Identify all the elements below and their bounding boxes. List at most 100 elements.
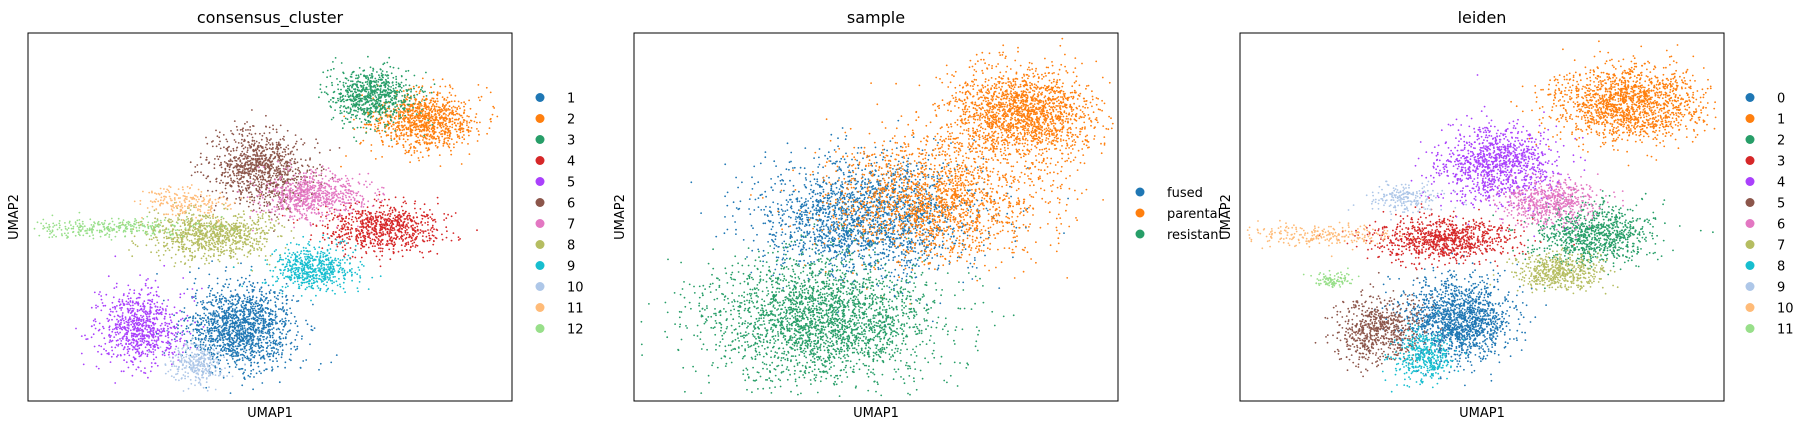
point bbox=[285, 319, 287, 322]
point bbox=[245, 344, 248, 347]
point bbox=[266, 352, 269, 355]
point bbox=[416, 216, 419, 219]
point bbox=[310, 328, 313, 331]
point bbox=[284, 366, 286, 369]
point bbox=[390, 135, 392, 137]
point bbox=[212, 313, 215, 316]
point bbox=[334, 101, 337, 104]
point bbox=[231, 353, 234, 355]
point bbox=[114, 308, 117, 310]
point bbox=[196, 320, 199, 323]
point bbox=[249, 335, 252, 338]
point bbox=[263, 295, 265, 298]
point bbox=[145, 319, 148, 322]
point bbox=[215, 322, 217, 325]
point bbox=[216, 282, 219, 285]
point bbox=[435, 237, 438, 240]
point bbox=[450, 239, 453, 242]
point bbox=[386, 239, 389, 242]
point bbox=[368, 213, 371, 215]
point bbox=[241, 302, 244, 304]
point bbox=[383, 211, 385, 213]
point bbox=[252, 329, 255, 331]
point bbox=[448, 133, 451, 136]
point bbox=[264, 331, 267, 334]
point bbox=[251, 332, 254, 335]
point bbox=[294, 348, 297, 351]
point bbox=[179, 332, 182, 335]
point bbox=[135, 368, 138, 371]
point bbox=[469, 107, 472, 110]
point bbox=[400, 235, 403, 238]
point bbox=[127, 345, 129, 348]
point bbox=[414, 200, 417, 203]
point bbox=[297, 300, 300, 302]
point bbox=[117, 320, 120, 322]
point bbox=[127, 350, 130, 353]
point bbox=[127, 324, 130, 327]
point bbox=[414, 123, 417, 126]
point bbox=[407, 118, 409, 121]
point bbox=[181, 310, 183, 313]
point bbox=[402, 125, 405, 127]
point bbox=[385, 108, 387, 111]
point bbox=[253, 344, 256, 347]
point bbox=[331, 242, 333, 245]
point bbox=[403, 133, 405, 136]
point bbox=[370, 144, 373, 146]
point bbox=[432, 78, 435, 81]
point bbox=[136, 342, 139, 345]
point bbox=[360, 236, 362, 239]
point bbox=[342, 94, 344, 97]
point bbox=[349, 90, 352, 93]
point bbox=[293, 315, 296, 318]
point bbox=[453, 100, 456, 103]
point bbox=[163, 330, 166, 333]
point bbox=[359, 220, 362, 223]
point bbox=[390, 72, 393, 75]
point bbox=[417, 233, 420, 235]
point bbox=[125, 337, 128, 340]
point bbox=[370, 215, 373, 218]
point bbox=[429, 116, 432, 119]
point bbox=[374, 219, 377, 222]
point bbox=[153, 343, 156, 346]
point bbox=[228, 337, 231, 339]
point bbox=[160, 311, 163, 314]
point bbox=[204, 314, 207, 317]
point bbox=[270, 310, 272, 312]
point bbox=[101, 302, 104, 304]
point bbox=[394, 208, 396, 211]
point bbox=[447, 213, 449, 216]
point bbox=[207, 347, 210, 349]
point bbox=[221, 310, 223, 313]
point bbox=[146, 355, 149, 358]
point bbox=[159, 324, 162, 327]
point bbox=[404, 231, 407, 234]
point bbox=[330, 68, 332, 71]
point bbox=[256, 304, 259, 307]
point bbox=[426, 149, 429, 152]
point bbox=[429, 229, 432, 231]
point bbox=[337, 97, 339, 100]
point bbox=[376, 127, 379, 130]
point bbox=[361, 222, 364, 225]
point bbox=[209, 289, 212, 292]
point bbox=[439, 118, 441, 120]
point bbox=[175, 326, 178, 329]
point bbox=[202, 320, 205, 322]
point bbox=[332, 231, 335, 233]
point bbox=[368, 220, 371, 223]
point bbox=[429, 119, 432, 122]
point bbox=[412, 112, 414, 115]
point bbox=[420, 121, 422, 123]
point bbox=[401, 240, 404, 242]
point bbox=[127, 321, 130, 324]
point bbox=[161, 302, 164, 305]
point bbox=[411, 237, 413, 239]
point bbox=[448, 112, 451, 114]
point bbox=[130, 311, 133, 314]
point bbox=[205, 321, 208, 324]
point bbox=[381, 111, 384, 114]
point bbox=[434, 142, 437, 144]
